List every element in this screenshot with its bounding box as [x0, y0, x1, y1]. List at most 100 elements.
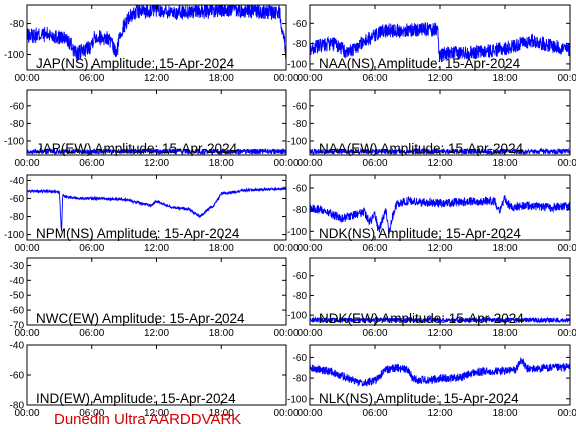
- x-tick-label: 00:00: [297, 243, 322, 254]
- y-tick-label: -40: [10, 341, 25, 352]
- x-tick-label: 12:00: [427, 243, 452, 254]
- chart-title: IND(EW) Amplitude: 15-Apr-2024: [36, 391, 236, 406]
- chart-panel: 00:00 06:00 12:00 18:00 00:00 -100 -80 -60 -40 NP…: [4, 174, 299, 254]
- x-tick-label: 18:00: [492, 408, 517, 419]
- y-tick-label: -80: [10, 401, 25, 412]
- chart-title: JAP(EW) Amplitude: 15-Apr-2024: [36, 141, 238, 156]
- chart-title: JAP(NS) Amplitude: 15-Apr-2024: [36, 56, 235, 71]
- x-tick-label: 18:00: [492, 158, 517, 169]
- x-tick-label: 18:00: [492, 73, 517, 84]
- x-tick-label: 00:00: [14, 243, 39, 254]
- chart-panel: 00:00 06:00 12:00 18:00 00:00 -100 -80 -60 NAA(E…: [287, 89, 576, 169]
- y-tick-label: -100: [287, 136, 307, 147]
- x-tick-label: 12:00: [427, 73, 452, 84]
- chart-title: NPM(NS) Amplitude: 15-Apr-2024: [36, 226, 240, 241]
- series-line: [310, 195, 570, 234]
- series-line: [310, 22, 570, 63]
- chart-title: NLK(NS) Amplitude: 15-Apr-2024: [319, 391, 519, 406]
- y-tick-label: -100: [287, 227, 307, 238]
- x-tick-label: 12:00: [144, 73, 169, 84]
- y-tick-label: -100: [287, 311, 307, 322]
- x-tick-label: 00:00: [273, 328, 298, 339]
- y-tick-label: -30: [10, 261, 25, 272]
- y-tick-label: -50: [10, 291, 25, 302]
- y-tick-label: -100: [4, 50, 24, 61]
- chart-title: NDK(EW) Amplitude: 15-Apr-2024: [319, 311, 524, 326]
- chart-title: NAA(EW) Amplitude: 15-Apr-2024: [319, 141, 524, 156]
- x-tick-label: 18:00: [492, 243, 517, 254]
- x-tick-label: 12:00: [427, 158, 452, 169]
- x-tick-label: 06:00: [79, 243, 104, 254]
- x-tick-label: 06:00: [362, 408, 387, 419]
- x-tick-label: 06:00: [362, 243, 387, 254]
- x-tick-label: 00:00: [557, 328, 576, 339]
- y-tick-label: -80: [293, 291, 308, 302]
- chart-panel: 00:00 06:00 12:00 18:00 00:00 -100 -80 JAP(NS) …: [4, 4, 299, 84]
- y-tick-label: -40: [10, 176, 25, 187]
- y-tick-label: -60: [10, 101, 25, 112]
- y-tick-label: -60: [293, 101, 308, 112]
- chart-panel: 00:00 06:00 12:00 18:00 00:00 -100 -80 -60 NLK(N…: [287, 344, 576, 419]
- x-tick-label: 00:00: [557, 73, 576, 84]
- x-tick-label: 00:00: [14, 328, 39, 339]
- x-tick-label: 18:00: [209, 408, 234, 419]
- x-tick-label: 12:00: [427, 408, 452, 419]
- credit-label: Dunedin Ultra AARDDVARK: [54, 411, 241, 428]
- chart-title: NDK(NS) Amplitude: 15-Apr-2024: [319, 226, 521, 241]
- chart-panel: 00:00 06:00 12:00 18:00 00:00 -100 -80 -60 NAA(N…: [287, 4, 576, 84]
- x-tick-label: 12:00: [144, 158, 169, 169]
- y-tick-label: -100: [4, 136, 24, 147]
- y-tick-label: -100: [287, 394, 307, 405]
- x-tick-label: 00:00: [297, 408, 322, 419]
- y-tick-label: -80: [10, 119, 25, 130]
- chart-title: NWC(EW) Amplitude: 15-Apr-2024: [36, 311, 245, 326]
- y-tick-label: -60: [10, 371, 25, 382]
- x-tick-label: 18:00: [209, 73, 234, 84]
- x-tick-label: 00:00: [297, 73, 322, 84]
- x-tick-label: 00:00: [14, 73, 39, 84]
- series-line: [27, 186, 286, 232]
- x-tick-label: 00:00: [557, 158, 576, 169]
- y-tick-label: -60: [293, 184, 308, 195]
- y-tick-label: -60: [293, 353, 308, 364]
- y-tick-label: -60: [293, 19, 308, 30]
- y-tick-label: -80: [10, 19, 25, 30]
- chart-panel: 00:00 06:00 12:00 18:00 00:00 -100 -80 -60 NDK(N…: [287, 174, 576, 254]
- x-tick-label: 06:00: [362, 73, 387, 84]
- x-tick-label: 06:00: [79, 328, 104, 339]
- x-tick-label: 12:00: [144, 328, 169, 339]
- x-tick-label: 18:00: [209, 328, 234, 339]
- x-tick-label: 00:00: [14, 158, 39, 169]
- x-tick-label: 12:00: [427, 328, 452, 339]
- x-tick-label: 18:00: [492, 328, 517, 339]
- chart-panel: 00:00 06:00 12:00 18:00 00:00-70-60-50-40-30…: [10, 257, 299, 339]
- x-tick-label: 00:00: [297, 158, 322, 169]
- x-tick-label: 18:00: [209, 158, 234, 169]
- y-tick-label: -80: [293, 39, 308, 50]
- x-tick-label: 00:00: [14, 408, 39, 419]
- x-tick-label: 12:00: [144, 243, 169, 254]
- series-line: [310, 357, 570, 388]
- chart-panel: 00:00 06:00 12:00 18:00 00:00 -100 -80 -60 NDK(E…: [287, 257, 576, 339]
- y-tick-label: -100: [287, 59, 307, 70]
- x-tick-label: 06:00: [362, 158, 387, 169]
- chart-panel: 00:00 06:00 12:00 18:00 00:00 -100 -80 -60 JAP(E…: [4, 89, 299, 169]
- chart-title: NAA(NS) Amplitude: 15-Apr-2024: [319, 56, 521, 71]
- y-tick-label: -80: [293, 374, 308, 385]
- x-tick-label: 00:00: [557, 408, 576, 419]
- x-tick-label: 06:00: [79, 408, 104, 419]
- y-tick-label: -80: [293, 205, 308, 216]
- x-tick-label: 00:00: [273, 158, 298, 169]
- series-line: [27, 147, 286, 155]
- x-tick-label: 06:00: [79, 158, 104, 169]
- x-tick-label: 00:00: [273, 73, 298, 84]
- y-tick-label: -70: [10, 321, 25, 332]
- x-tick-label: 00:00: [297, 328, 322, 339]
- x-tick-label: 00:00: [557, 243, 576, 254]
- y-tick-label: -60: [10, 194, 25, 205]
- y-tick-label: -100: [4, 230, 24, 241]
- x-tick-label: 06:00: [79, 73, 104, 84]
- x-tick-label: 18:00: [209, 243, 234, 254]
- y-tick-label: -40: [10, 276, 25, 287]
